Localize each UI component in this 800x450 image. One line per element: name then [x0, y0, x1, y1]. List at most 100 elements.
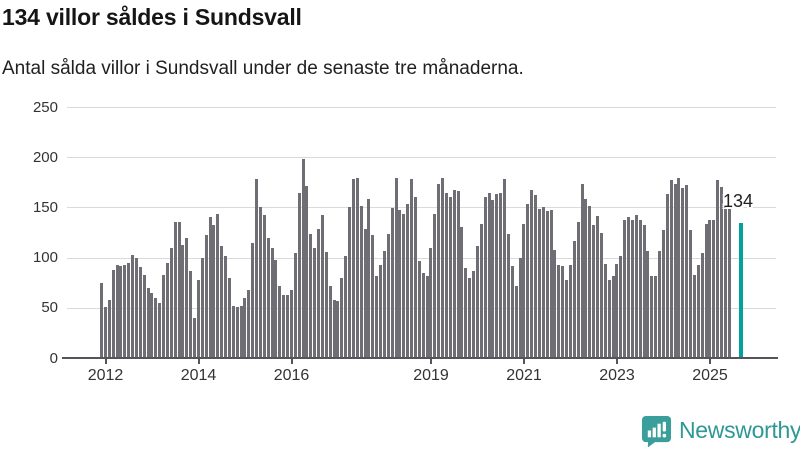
bar	[584, 199, 588, 358]
bar	[103, 306, 107, 358]
bar	[324, 251, 328, 358]
bar	[173, 222, 177, 358]
bar	[123, 264, 127, 358]
bar	[262, 215, 266, 358]
bar	[367, 199, 371, 358]
x-axis-label-2014: 2014	[180, 367, 217, 384]
bar	[638, 220, 642, 358]
bar	[258, 207, 262, 358]
bar	[452, 190, 456, 358]
bar	[433, 214, 437, 358]
newsworthy-logo: Newsworthy	[641, 414, 800, 447]
bar	[216, 214, 220, 358]
bar	[115, 264, 119, 358]
bar	[177, 222, 181, 358]
bar	[580, 184, 584, 358]
gridline-y-250	[67, 107, 776, 108]
bar	[247, 289, 251, 358]
bar	[534, 195, 537, 358]
bar	[716, 180, 720, 358]
bar	[526, 204, 530, 358]
bar	[320, 215, 324, 358]
bar	[189, 270, 193, 358]
y-axis-label-200: 200	[32, 148, 58, 166]
bar	[627, 217, 630, 358]
chart-subtitle: Antal sålda villor i Sundsvall under de …	[2, 58, 524, 79]
bar	[413, 197, 417, 358]
bar	[561, 265, 565, 358]
page-title: 134 villor såldes i Sundsvall	[2, 4, 302, 30]
bar	[282, 294, 286, 358]
bar	[592, 225, 596, 358]
bar	[289, 289, 293, 358]
bar	[553, 249, 557, 358]
bar	[429, 247, 433, 358]
bar	[464, 267, 468, 358]
bar	[332, 299, 336, 358]
highlighted-bar-latest	[739, 223, 744, 358]
bar	[472, 270, 475, 358]
bar	[379, 264, 382, 358]
bar	[479, 224, 483, 358]
bar	[134, 257, 138, 358]
bar	[603, 263, 607, 358]
bar	[669, 180, 673, 358]
bar	[231, 305, 235, 358]
bar	[460, 227, 464, 358]
bar	[301, 159, 305, 358]
gridline-y-200	[67, 157, 776, 159]
bar	[185, 237, 189, 358]
bar	[541, 207, 545, 358]
bar	[359, 206, 363, 358]
bar	[293, 252, 297, 358]
bar	[661, 230, 665, 358]
bar	[305, 186, 309, 358]
bar	[239, 305, 243, 358]
bar	[483, 197, 487, 358]
bar	[208, 217, 212, 358]
bar	[127, 262, 131, 358]
x-axis-tick-2012	[104, 359, 107, 364]
bar	[255, 179, 258, 358]
bar	[363, 229, 367, 358]
bar	[537, 209, 541, 358]
bar	[328, 285, 332, 358]
bar	[487, 193, 491, 358]
bar	[495, 194, 499, 358]
bar	[390, 208, 394, 358]
x-axis-label-2016: 2016	[273, 367, 310, 384]
bar	[588, 206, 592, 358]
bar	[382, 250, 386, 358]
y-axis-label-100: 100	[32, 249, 58, 267]
y-axis-label-0: 0	[49, 349, 58, 367]
x-axis-label-2012: 2012	[87, 367, 124, 384]
bar	[398, 210, 402, 358]
bar	[689, 230, 692, 358]
bar	[193, 317, 196, 358]
bar	[138, 266, 142, 358]
bar	[371, 234, 375, 358]
bar	[565, 279, 568, 358]
bar	[100, 282, 103, 358]
bar	[723, 207, 727, 358]
x-axis-label-2019: 2019	[413, 367, 449, 384]
bar	[251, 242, 255, 358]
bar	[410, 179, 413, 358]
bar	[196, 279, 200, 358]
bar	[235, 306, 239, 358]
bar	[514, 285, 518, 358]
bar	[266, 237, 270, 358]
bar	[227, 277, 231, 358]
bar	[596, 216, 599, 358]
gridline-y-150	[67, 207, 776, 209]
bar	[568, 264, 572, 358]
bar	[162, 274, 165, 358]
bar	[375, 275, 379, 358]
bar	[503, 179, 506, 358]
bar	[530, 190, 534, 358]
y-axis-label-50: 50	[41, 299, 58, 317]
bar	[220, 245, 224, 358]
bar	[700, 252, 704, 358]
bar	[708, 220, 712, 358]
